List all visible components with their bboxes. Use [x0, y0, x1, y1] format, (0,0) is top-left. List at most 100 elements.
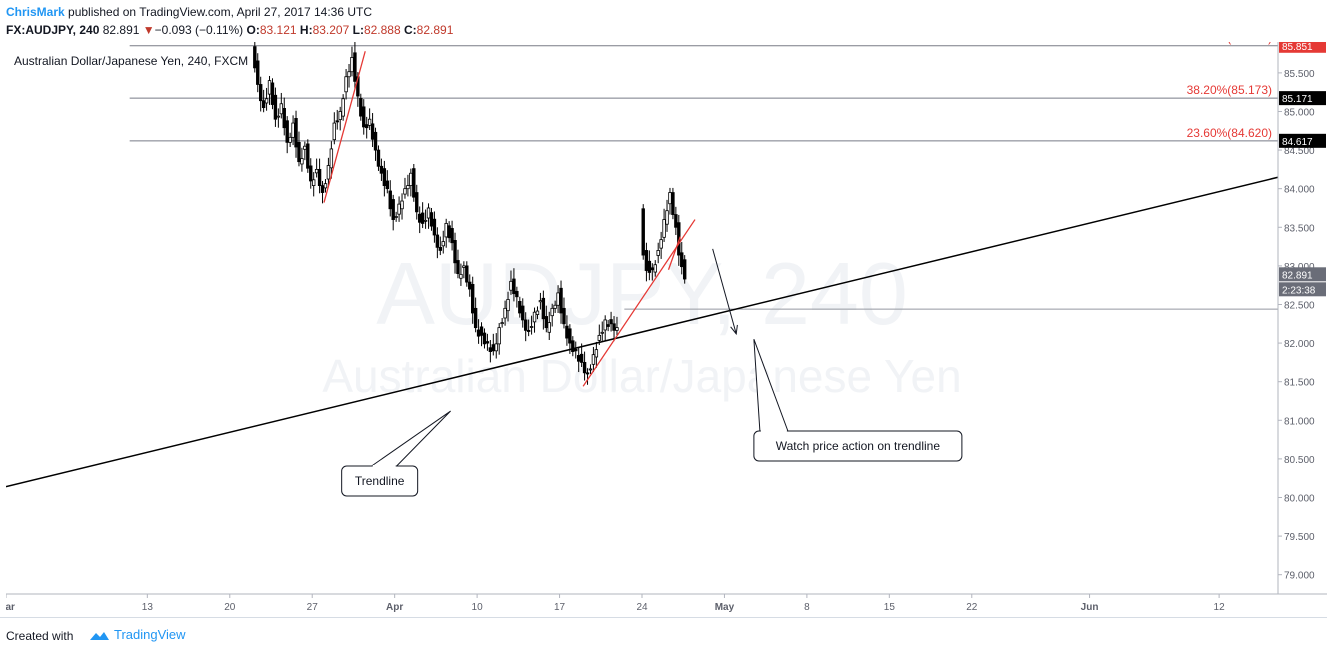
candle-body — [506, 299, 510, 312]
candle-body — [350, 57, 354, 73]
candle-body — [311, 179, 316, 186]
y-tick-label: 79.500 — [1284, 532, 1315, 543]
candle-body — [309, 165, 313, 182]
y-tick-label: 80.000 — [1284, 493, 1315, 504]
author-link[interactable]: ChrisMark — [6, 5, 65, 19]
candle-body — [571, 340, 575, 352]
candle-body — [612, 323, 616, 331]
symbol-label: FX:AUDJPY, 240 — [6, 23, 100, 37]
fibonacci-levels[interactable]: 100.00%(85.851) 38.20%(85.173) 23.60%(84.6… — [129, 31, 1278, 142]
candle-body — [373, 131, 378, 151]
y-tick-label: 83.500 — [1284, 223, 1315, 234]
candle-body — [503, 307, 507, 319]
candle-body — [417, 213, 422, 223]
candle-body — [353, 52, 357, 82]
candle-body — [497, 327, 501, 345]
candle-body — [594, 349, 599, 358]
candle-body — [261, 100, 266, 109]
candle-body — [579, 353, 584, 363]
candles — [253, 42, 687, 385]
candle-body — [615, 327, 619, 331]
candle-body — [420, 212, 425, 224]
brand-link[interactable]: TradingView — [88, 627, 186, 642]
candle-body — [388, 190, 392, 210]
candle-body — [441, 241, 445, 247]
candle-body — [447, 225, 451, 239]
candle-body — [662, 219, 666, 238]
candle-body — [444, 223, 448, 238]
x-tick-label: 12 — [1214, 602, 1226, 613]
candle-body — [323, 183, 328, 189]
candle-body — [538, 300, 543, 303]
x-tick-label: 13 — [142, 602, 154, 613]
candle-body — [532, 311, 537, 323]
candle-body — [606, 324, 610, 327]
candle-body — [653, 264, 657, 273]
candle-body — [273, 94, 278, 120]
y-tick-label: 79.000 — [1284, 571, 1315, 582]
candle-body — [682, 259, 687, 280]
fib-price-tag-label: 84.617 — [1282, 137, 1313, 148]
candle-body — [491, 344, 496, 352]
candle-body — [347, 71, 351, 78]
x-tick-label: 22 — [966, 602, 978, 613]
candle-body — [332, 122, 337, 141]
candle-body — [553, 304, 557, 309]
candle-body — [479, 326, 484, 336]
x-tick-label: Mar — [6, 602, 15, 613]
candle-body — [362, 106, 366, 128]
candle-body — [588, 368, 593, 371]
publish-line: ChrisMark published on TradingView.com, … — [6, 5, 372, 19]
candle-body — [556, 292, 560, 306]
candle-body — [303, 145, 307, 150]
price-chart[interactable]: AUDJPY, 240 Australian Dollar/Japanese Y… — [0, 31, 1327, 617]
candle-body — [415, 192, 419, 213]
candle-body — [453, 240, 457, 264]
tradingview-logo-icon — [90, 632, 109, 641]
price-axis[interactable]: 85.50085.00084.50084.00083.50083.00082.5… — [1277, 38, 1326, 594]
y-tick-label: 82.000 — [1284, 339, 1315, 350]
candle-body — [379, 165, 384, 174]
fib-label: 23.60%(84.620) — [1187, 126, 1272, 140]
candle-body — [470, 284, 475, 314]
candle-body — [515, 290, 519, 298]
candle-body — [382, 168, 387, 186]
y-tick-label: 85.000 — [1284, 107, 1315, 118]
countdown-label: 2:23:38 — [1282, 285, 1316, 296]
candle-body — [668, 192, 672, 205]
candle-body — [335, 120, 339, 123]
candle-body — [432, 218, 437, 236]
x-tick-label: Apr — [386, 602, 403, 613]
candle-body — [600, 331, 604, 334]
symbol-line: FX:AUDJPY, 240 82.891 ▼−0.093 (−0.11%) O… — [6, 23, 453, 37]
candle-body — [523, 319, 528, 331]
candle-body — [559, 287, 563, 314]
candle-body — [288, 136, 292, 143]
candle-body — [306, 143, 310, 169]
candle-body — [488, 347, 493, 352]
watermark-name: Australian Dollar/Japanese Yen — [322, 350, 961, 402]
candle-body — [644, 250, 649, 271]
candle-body — [680, 252, 684, 268]
time-axis[interactable]: Mar 13 20 27 Apr 10 17 24 May 8 15 22 Jun 12 — [0, 593, 1327, 613]
y-tick-label: 84.000 — [1284, 185, 1315, 196]
candle-body — [403, 188, 407, 195]
brand-name: TradingView — [114, 627, 186, 642]
candle-body — [671, 192, 675, 215]
candle-body — [529, 326, 534, 328]
candle-body — [494, 343, 498, 352]
fib-price-tag-label: 85.171 — [1282, 94, 1313, 105]
arrow-line — [712, 248, 737, 334]
candle-body — [376, 149, 381, 167]
candle-body — [279, 103, 284, 115]
candle-body — [482, 332, 487, 345]
drawings[interactable]: Trendline Watch price action on trendline — [5, 51, 1279, 497]
callout: Trendline — [341, 410, 451, 497]
fib-label: 100.00%(85.851) — [1180, 42, 1272, 45]
callout-box — [753, 430, 963, 462]
candle-body — [326, 165, 331, 180]
candle-body — [512, 278, 516, 295]
candle-body — [576, 355, 581, 362]
price-change: −0.093 (−0.11%) — [154, 23, 244, 37]
chart-area[interactable]: AUDJPY, 240 Australian Dollar/Japanese Y… — [0, 31, 1327, 617]
